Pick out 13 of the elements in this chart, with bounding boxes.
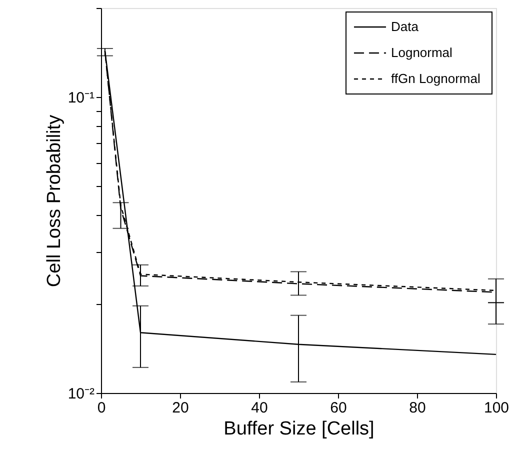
x-tick-label: 80 bbox=[409, 400, 426, 416]
legend-label: ffGn Lognormal bbox=[391, 71, 480, 86]
x-tick-label: 100 bbox=[484, 400, 510, 416]
x-tick-label: 20 bbox=[172, 400, 189, 416]
y-tick-label: 10⁻² bbox=[68, 386, 94, 402]
x-tick-label: 60 bbox=[330, 400, 347, 416]
x-tick-label: 0 bbox=[97, 400, 106, 416]
legend-label: Lognormal bbox=[391, 45, 453, 60]
x-axis-title: Buffer Size [Cells] bbox=[224, 418, 374, 440]
legend-label: Data bbox=[391, 19, 420, 34]
y-axis-title: Cell Loss Probability bbox=[44, 114, 65, 288]
y-tick-label: 10⁻¹ bbox=[68, 90, 94, 107]
x-tick-label: 40 bbox=[251, 400, 268, 416]
